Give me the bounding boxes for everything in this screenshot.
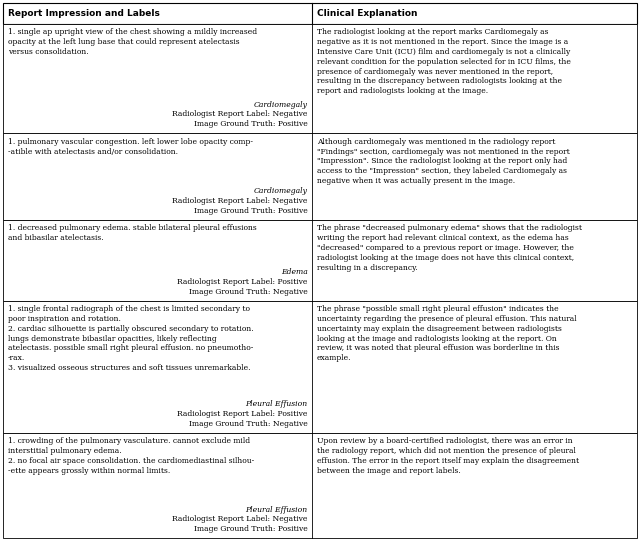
- Bar: [3, 433, 637, 538]
- Text: Image Ground Truth: Positive: Image Ground Truth: Positive: [194, 120, 308, 128]
- Text: Pleural Effusion: Pleural Effusion: [246, 505, 308, 513]
- Text: Image Ground Truth: Positive: Image Ground Truth: Positive: [194, 525, 308, 533]
- Bar: [3, 301, 637, 433]
- Text: The radiologist looking at the report marks Cardiomegaly as
negative as it is no: The radiologist looking at the report ma…: [317, 29, 570, 95]
- Text: 1. single ap upright view of the chest showing a mildly increased
opacity at the: 1. single ap upright view of the chest s…: [8, 29, 257, 56]
- Bar: [3, 220, 637, 301]
- Text: The phrase "possible small right pleural effusion" indicates the
uncertainty reg: The phrase "possible small right pleural…: [317, 305, 576, 362]
- Text: Image Ground Truth: Negative: Image Ground Truth: Negative: [189, 288, 308, 295]
- Text: Edema: Edema: [281, 268, 308, 276]
- Text: Image Ground Truth: Negative: Image Ground Truth: Negative: [189, 420, 308, 427]
- Text: Pleural Effusion: Pleural Effusion: [246, 400, 308, 408]
- Text: 1. decreased pulmonary edema. stable bilateral pleural effusions
and bibasilar a: 1. decreased pulmonary edema. stable bil…: [8, 225, 257, 242]
- Bar: [3, 3, 637, 24]
- Text: Clinical Explanation: Clinical Explanation: [317, 9, 417, 18]
- Bar: [3, 24, 637, 134]
- Text: The phrase "decreased pulmonary edema" shows that the radiologist
writing the re: The phrase "decreased pulmonary edema" s…: [317, 225, 582, 272]
- Text: 1. single frontal radiograph of the chest is limited secondary to
poor inspirati: 1. single frontal radiograph of the ches…: [8, 305, 253, 372]
- Text: Radiologist Report Label: Negative: Radiologist Report Label: Negative: [172, 197, 308, 205]
- Text: Cardiomegaly: Cardiomegaly: [253, 187, 308, 195]
- Text: Report Impression and Labels: Report Impression and Labels: [8, 9, 159, 18]
- Bar: [3, 134, 637, 220]
- Text: 1. pulmonary vascular congestion. left lower lobe opacity comp-
-atible with ate: 1. pulmonary vascular congestion. left l…: [8, 138, 253, 156]
- Text: Radiologist Report Label: Positive: Radiologist Report Label: Positive: [177, 278, 308, 286]
- Text: Upon review by a board-certified radiologist, there was an error in
the radiolog: Upon review by a board-certified radiolo…: [317, 437, 579, 474]
- Text: 1. crowding of the pulmonary vasculature. cannot exclude mild
interstitial pulmo: 1. crowding of the pulmonary vasculature…: [8, 437, 254, 474]
- Text: Radiologist Report Label: Positive: Radiologist Report Label: Positive: [177, 410, 308, 418]
- Text: Radiologist Report Label: Negative: Radiologist Report Label: Negative: [172, 515, 308, 523]
- Text: Radiologist Report Label: Negative: Radiologist Report Label: Negative: [172, 110, 308, 118]
- Text: Cardiomegaly: Cardiomegaly: [253, 101, 308, 109]
- Text: Although cardiomegaly was mentioned in the radiology report
"Findings" section, : Although cardiomegaly was mentioned in t…: [317, 138, 570, 185]
- Text: Image Ground Truth: Positive: Image Ground Truth: Positive: [194, 207, 308, 215]
